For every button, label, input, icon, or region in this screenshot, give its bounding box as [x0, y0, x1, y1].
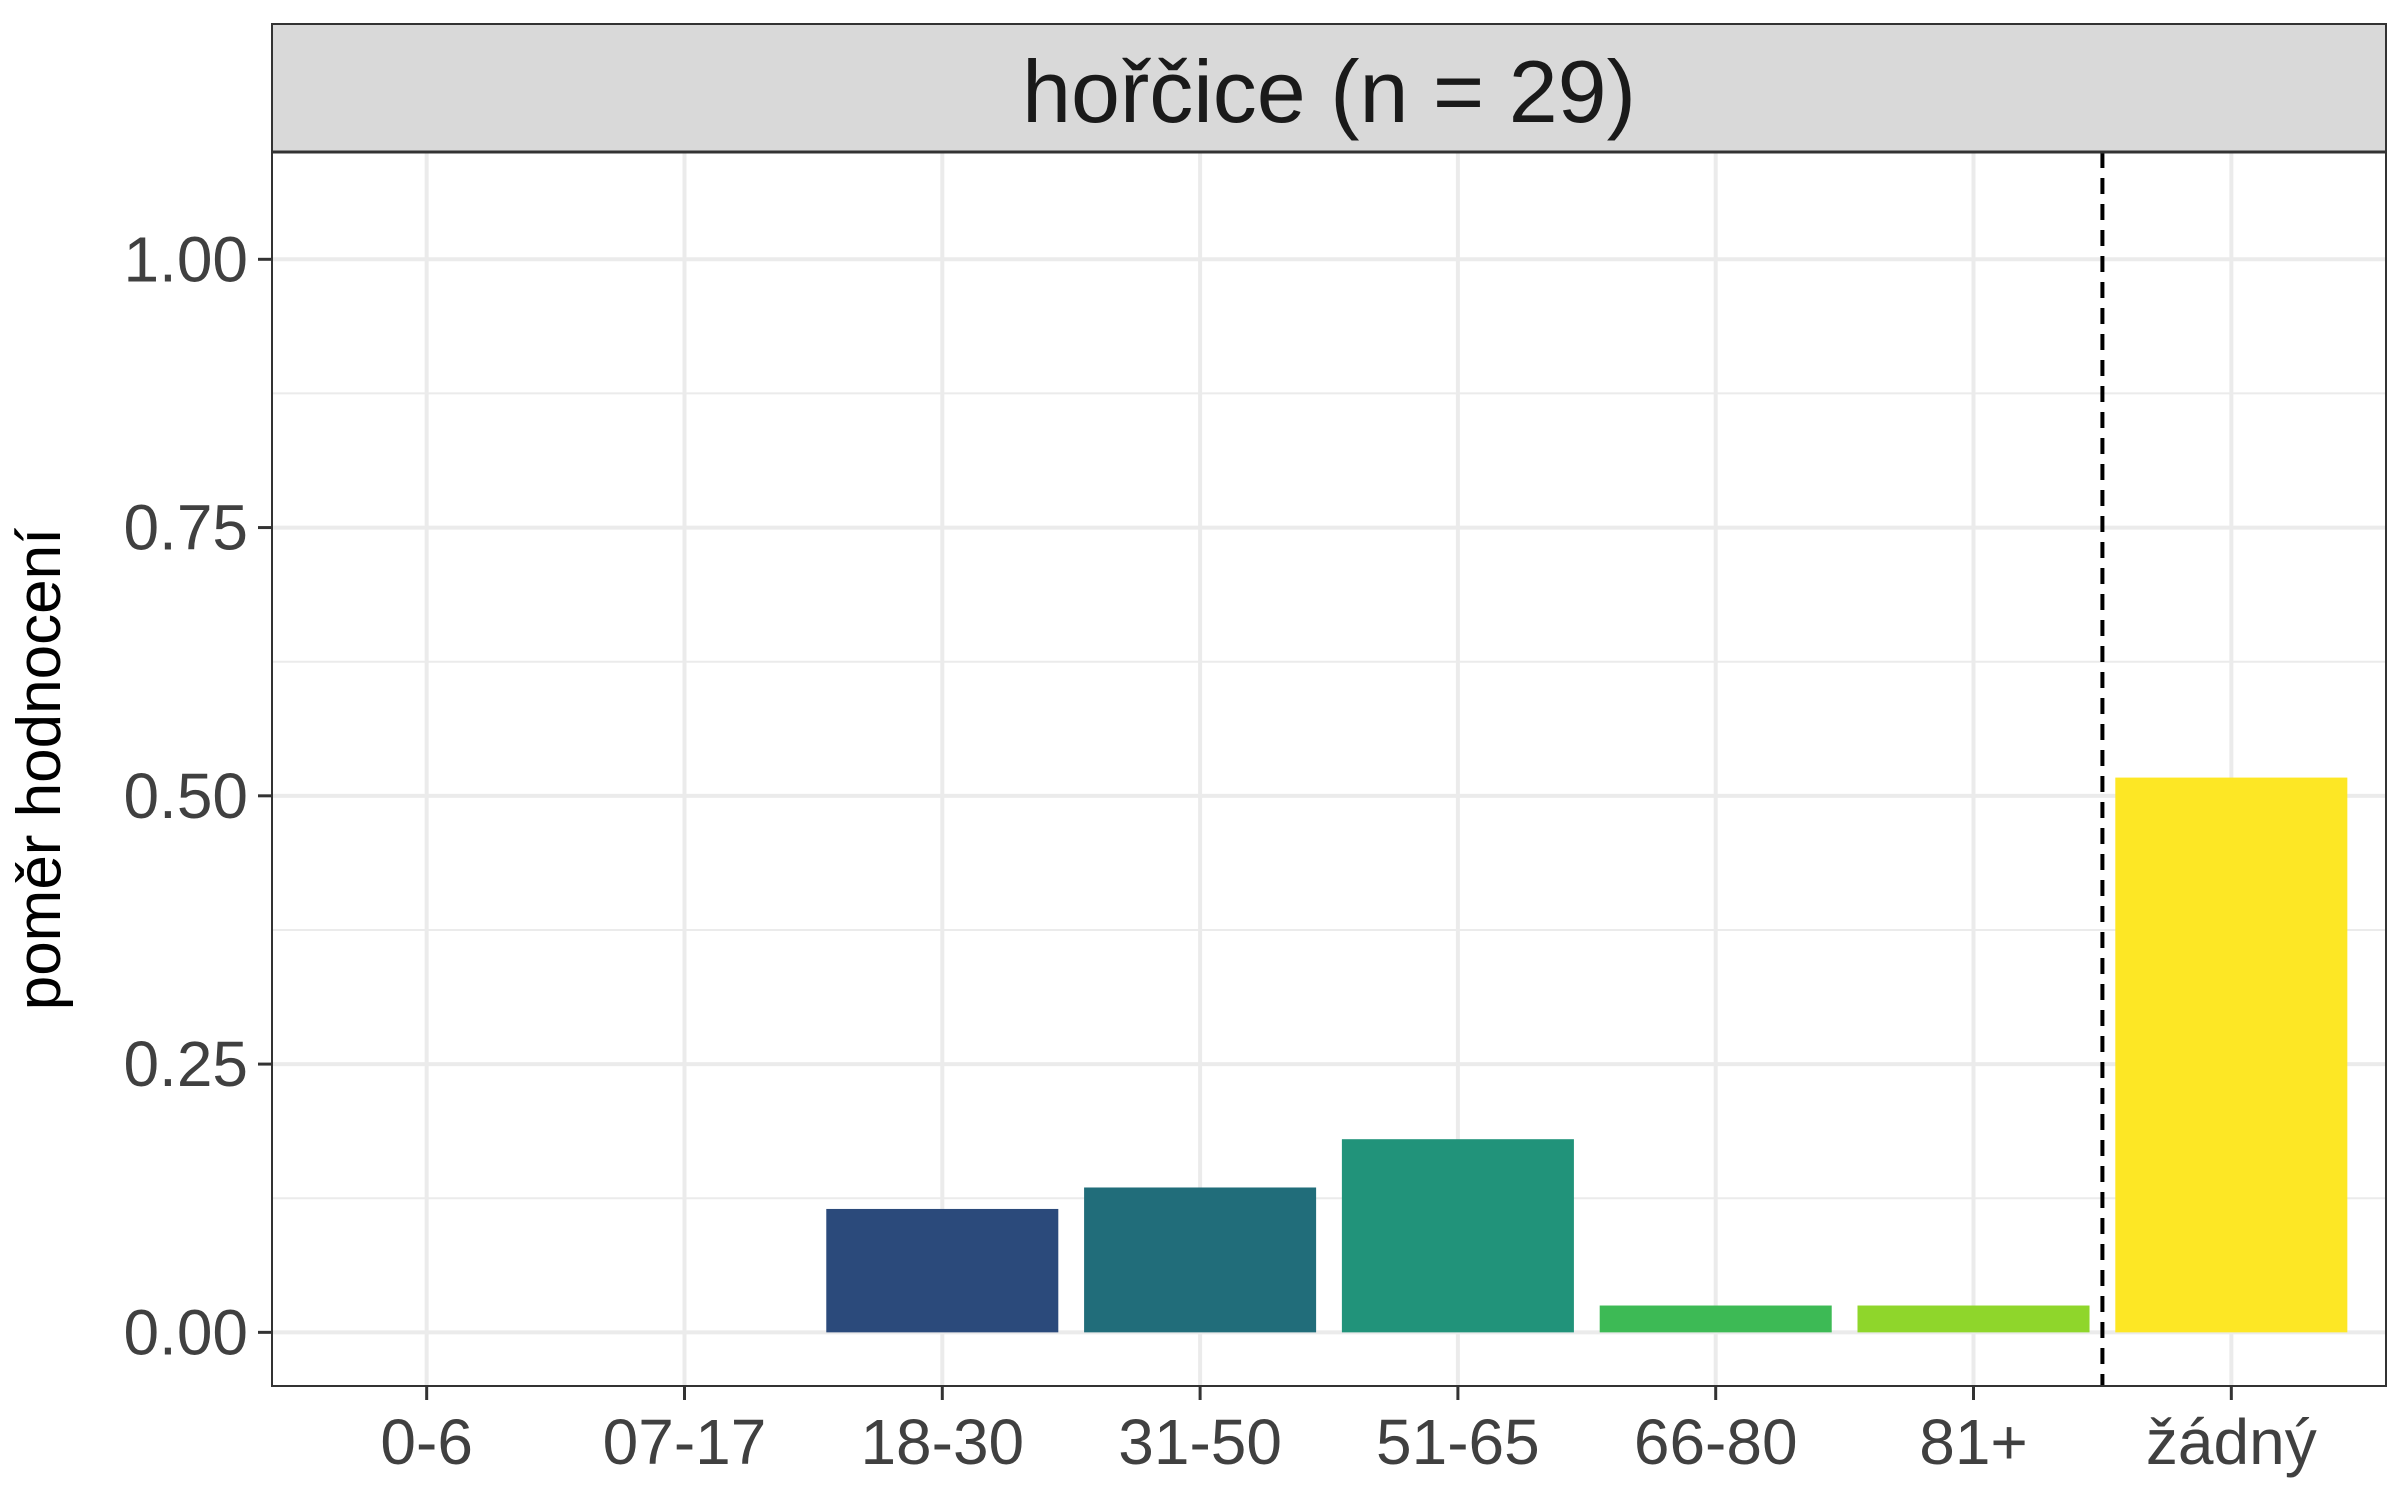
y-tick-label: 0.25 [123, 1028, 248, 1100]
y-axis-title: poměr hodnocení [5, 528, 74, 1011]
x-tick-label: 0-6 [380, 1406, 473, 1478]
x-tick-label: 07-17 [603, 1406, 767, 1478]
bars [826, 777, 2348, 1333]
y-tick-label: 0.75 [123, 492, 248, 564]
bar-18-30 [826, 1208, 1059, 1333]
x-axis: 0-6 07-17 18-30 31-50 51-65 66-80 81+ žádný [380, 1386, 2317, 1478]
x-tick-label: 51-65 [1376, 1406, 1540, 1478]
bar-51-65 [1341, 1139, 1574, 1333]
y-axis: 0.00 0.25 0.50 0.75 1.00 [123, 223, 272, 1368]
x-tick-label: 18-30 [860, 1406, 1024, 1478]
x-tick-label: 31-50 [1118, 1406, 1282, 1478]
y-tick-label: 0.00 [123, 1296, 248, 1368]
panel-title: hořčice (n = 29) [1022, 42, 1636, 141]
x-tick-label: 81+ [1919, 1406, 2028, 1478]
x-tick-label: žádný [2146, 1406, 2317, 1478]
y-tick-label: 0.50 [123, 760, 248, 832]
bar-žádný [2115, 777, 2348, 1333]
strip-background [271, 23, 2387, 153]
bar-81+ [1857, 1305, 2090, 1333]
bar-66-80 [1599, 1305, 1832, 1333]
panel-background [272, 152, 2386, 1386]
bar-31-50 [1084, 1187, 1317, 1333]
y-tick-label: 1.00 [123, 223, 248, 295]
x-tick-label: 66-80 [1634, 1406, 1798, 1478]
